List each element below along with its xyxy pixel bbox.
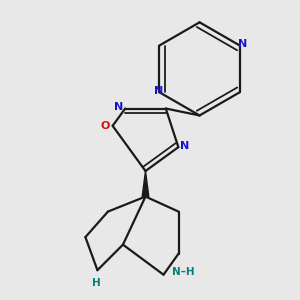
Text: N: N <box>180 141 190 151</box>
Text: N: N <box>154 86 163 96</box>
Text: N–H: N–H <box>172 267 194 277</box>
Text: H: H <box>92 278 100 288</box>
Text: N: N <box>114 102 123 112</box>
Text: N: N <box>238 39 247 50</box>
Text: O: O <box>101 121 110 131</box>
Polygon shape <box>142 171 149 196</box>
